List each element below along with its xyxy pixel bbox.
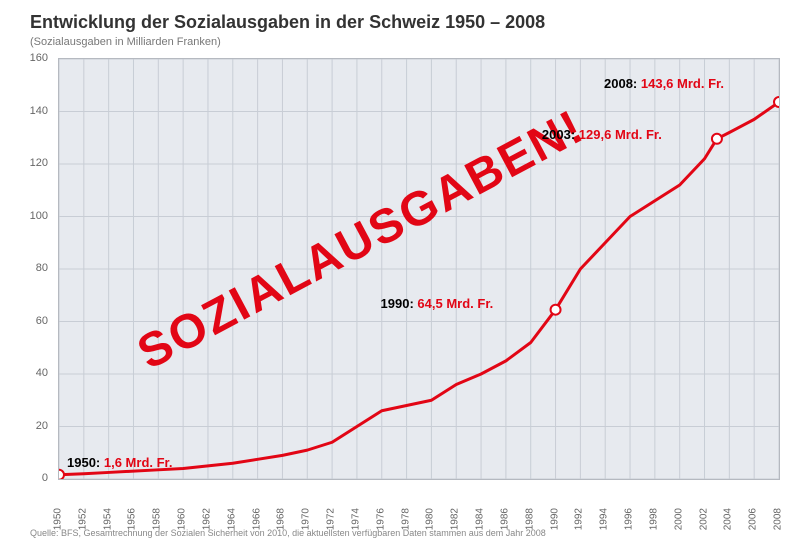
- x-tick-label: 1998: [648, 508, 659, 530]
- x-tick-label: 1966: [251, 508, 262, 530]
- x-tick-label: 1960: [177, 508, 188, 530]
- data-line: [59, 102, 779, 475]
- x-tick-label: 1974: [350, 508, 361, 530]
- x-tick-label: 1956: [127, 508, 138, 530]
- x-tick-label: 2002: [698, 508, 709, 530]
- data-marker: [551, 305, 561, 315]
- x-tick-label: 2004: [723, 508, 734, 530]
- x-tick-label: 1968: [276, 508, 287, 530]
- x-tick-label: 1984: [475, 508, 486, 530]
- y-tick-label: 160: [30, 52, 48, 64]
- x-tick-label: 1964: [226, 508, 237, 530]
- x-tick-label: 1954: [102, 508, 113, 530]
- y-tick-label: 0: [42, 472, 48, 484]
- y-tick-label: 120: [30, 157, 48, 169]
- x-tick-label: 1994: [599, 508, 610, 530]
- x-tick-label: 1992: [574, 508, 585, 530]
- x-tick-label: 1990: [549, 508, 560, 530]
- x-tick-label: 1996: [624, 508, 635, 530]
- x-tick-label: 1978: [400, 508, 411, 530]
- x-tick-label: 1980: [425, 508, 436, 530]
- chart-subtitle: (Sozialausgaben in Milliarden Franken): [30, 36, 221, 48]
- y-tick-label: 60: [36, 315, 48, 327]
- x-tick-label: 1970: [301, 508, 312, 530]
- x-tick-label: 2008: [773, 508, 784, 530]
- y-tick-label: 80: [36, 262, 48, 274]
- y-tick-label: 40: [36, 367, 48, 379]
- plot-area: SOZIALAUSGABEN! 1950: 1,6 Mrd. Fr.1990: …: [58, 58, 780, 480]
- x-tick-label: 2006: [748, 508, 759, 530]
- chart-page: Entwicklung der Sozialausgaben in der Sc…: [0, 0, 800, 544]
- x-tick-label: 1982: [450, 508, 461, 530]
- data-marker: [774, 97, 779, 107]
- plot-svg: [59, 59, 779, 479]
- data-marker: [712, 134, 722, 144]
- data-marker: [59, 470, 64, 479]
- x-tick-label: 1962: [201, 508, 212, 530]
- x-tick-label: 1950: [53, 508, 64, 530]
- source-footer: Quelle: BFS, Gesamtrechnung der Sozialen…: [30, 528, 546, 538]
- y-tick-label: 140: [30, 105, 48, 117]
- x-axis-labels: 1950195219541956195819601962196419661968…: [58, 480, 778, 520]
- x-tick-label: 2000: [673, 508, 684, 530]
- x-tick-label: 1976: [375, 508, 386, 530]
- x-tick-label: 1958: [152, 508, 163, 530]
- y-tick-label: 100: [30, 210, 48, 222]
- x-tick-label: 1952: [77, 508, 88, 530]
- y-axis-labels: 020406080100120140160: [0, 58, 54, 478]
- y-tick-label: 20: [36, 420, 48, 432]
- x-tick-label: 1988: [524, 508, 535, 530]
- x-tick-label: 1986: [499, 508, 510, 530]
- chart-title: Entwicklung der Sozialausgaben in der Sc…: [30, 12, 545, 33]
- x-tick-label: 1972: [326, 508, 337, 530]
